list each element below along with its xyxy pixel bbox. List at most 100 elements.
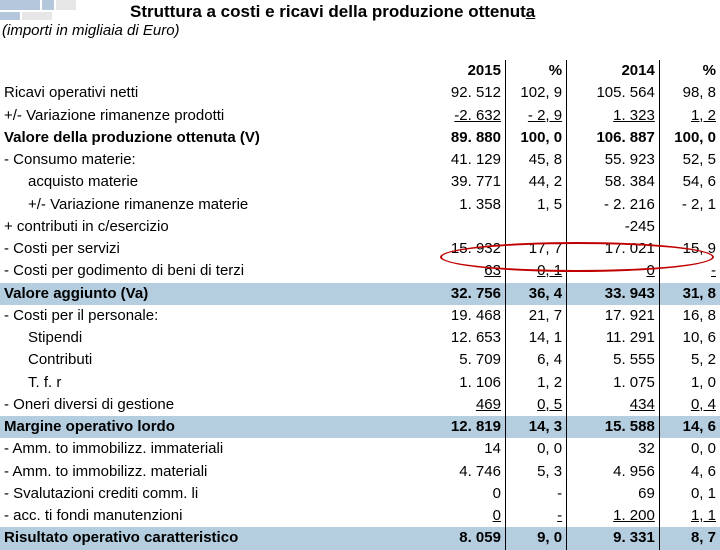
cell: 0 (431, 505, 505, 527)
row-label: - Costi per il personale: (0, 305, 431, 327)
table-row: - Amm. to immobilizz. immateriali140, 03… (0, 438, 720, 460)
table-row: - Svalutazioni crediti comm. li0-690, 1 (0, 483, 720, 505)
cell: 14, 6 (659, 416, 720, 438)
cell: 5, 3 (505, 461, 566, 483)
cell: 92. 512 (431, 82, 505, 104)
row-label: - Oneri diversi di gestione (0, 394, 431, 416)
row-label: Contributi (0, 349, 431, 371)
cell: 5, 2 (659, 349, 720, 371)
table-row: Risultato operativo caratteristico8. 059… (0, 527, 720, 549)
cell: 55. 923 (567, 149, 660, 171)
row-label: Valore della produzione ottenuta (V) (0, 127, 431, 149)
cell: 63 (431, 260, 505, 282)
cell: 469 (431, 394, 505, 416)
table-row: Contributi5. 7096, 45. 5555, 2 (0, 349, 720, 371)
row-label: + contributi in c/esercizio (0, 216, 431, 238)
cell: 0, 0 (659, 438, 720, 460)
cell: 33. 943 (567, 283, 660, 305)
row-label: +/- Variazione rimanenze prodotti (0, 105, 431, 127)
cell: 45, 8 (505, 149, 566, 171)
cell: - (659, 260, 720, 282)
cell: 32 (567, 438, 660, 460)
cell: 54, 6 (659, 171, 720, 193)
table-row: - acc. ti fondi manutenzioni0-1. 2001, 1 (0, 505, 720, 527)
cell: - 2. 216 (567, 194, 660, 216)
header-pct2: % (659, 60, 720, 82)
cell: 0, 0 (505, 438, 566, 460)
cell: 39. 771 (431, 171, 505, 193)
cell: 32. 756 (431, 283, 505, 305)
row-label: T. f. r (0, 372, 431, 394)
header-row: 2015 % 2014 % (0, 60, 720, 82)
cell: 89. 880 (431, 127, 505, 149)
cell: 12. 653 (431, 327, 505, 349)
cell: 15. 932 (431, 238, 505, 260)
row-label: - Costi per servizi (0, 238, 431, 260)
table-row: T. f. r1. 1061, 21. 0751, 0 (0, 372, 720, 394)
cell: 17. 921 (567, 305, 660, 327)
cell (659, 216, 720, 238)
cell: 0, 1 (505, 260, 566, 282)
row-label: Valore aggiunto (Va) (0, 283, 431, 305)
cell: 4. 746 (431, 461, 505, 483)
page-subtitle: (importi in migliaia di Euro) (2, 22, 180, 39)
cell: 15, 9 (659, 238, 720, 260)
cell: 21, 7 (505, 305, 566, 327)
cell: - (505, 505, 566, 527)
cell: 9, 0 (505, 527, 566, 549)
row-label: acquisto materie (0, 171, 431, 193)
cell: 19. 468 (431, 305, 505, 327)
cell: 31, 8 (659, 283, 720, 305)
table-row: +/- Variazione rimanenze prodotti-2. 632… (0, 105, 720, 127)
cell: 434 (567, 394, 660, 416)
table-row: +/- Variazione rimanenze materie1. 3581,… (0, 194, 720, 216)
cell: 100, 0 (659, 127, 720, 149)
row-label: Ricavi operativi netti (0, 82, 431, 104)
cell: 17, 7 (505, 238, 566, 260)
cell: 0, 5 (505, 394, 566, 416)
cell: 11. 291 (567, 327, 660, 349)
financial-table: 2015 % 2014 % Ricavi operativi netti92. … (0, 60, 720, 550)
cell: 44, 2 (505, 171, 566, 193)
cell: 6, 4 (505, 349, 566, 371)
row-label: - Amm. to immobilizz. materiali (0, 461, 431, 483)
table-row: - Costi per servizi15. 93217, 717. 02115… (0, 238, 720, 260)
row-label: Stipendi (0, 327, 431, 349)
cell: 1. 358 (431, 194, 505, 216)
cell: 0 (431, 483, 505, 505)
cell: 1. 323 (567, 105, 660, 127)
table-row: Valore della produzione ottenuta (V)89. … (0, 127, 720, 149)
cell: 0, 1 (659, 483, 720, 505)
table-row: + contributi in c/esercizio -245 (0, 216, 720, 238)
cell: 4. 956 (567, 461, 660, 483)
table-row: Stipendi12. 65314, 111. 29110, 6 (0, 327, 720, 349)
cell (505, 216, 566, 238)
row-label: - Amm. to immobilizz. immateriali (0, 438, 431, 460)
cell: 8, 7 (659, 527, 720, 549)
cell: -245 (567, 216, 660, 238)
cell: 105. 564 (567, 82, 660, 104)
cell: 1. 075 (567, 372, 660, 394)
cell: 9. 331 (567, 527, 660, 549)
cell: 100, 0 (505, 127, 566, 149)
cell: 52, 5 (659, 149, 720, 171)
table-row: - Costi per godimento di beni di terzi63… (0, 260, 720, 282)
table-row: - Amm. to immobilizz. materiali4. 7465, … (0, 461, 720, 483)
table-row: - Consumo materie:41. 12945, 855. 92352,… (0, 149, 720, 171)
header-pct1: % (505, 60, 566, 82)
cell: 17. 021 (567, 238, 660, 260)
table-row: Ricavi operativi netti92. 512102, 9105. … (0, 82, 720, 104)
row-label: - acc. ti fondi manutenzioni (0, 505, 431, 527)
title-trail: a (526, 2, 535, 21)
page-title: Struttura a costi e ricavi della produzi… (130, 2, 700, 22)
cell: - (505, 483, 566, 505)
cell: 1. 200 (567, 505, 660, 527)
cell: - 2, 1 (659, 194, 720, 216)
cell: 0 (567, 260, 660, 282)
cell: -2. 632 (431, 105, 505, 127)
cell: 102, 9 (505, 82, 566, 104)
title-main: Struttura a costi e ricavi della produzi… (130, 2, 526, 21)
cell: 0, 4 (659, 394, 720, 416)
cell: - 2, 9 (505, 105, 566, 127)
cell: 14, 1 (505, 327, 566, 349)
